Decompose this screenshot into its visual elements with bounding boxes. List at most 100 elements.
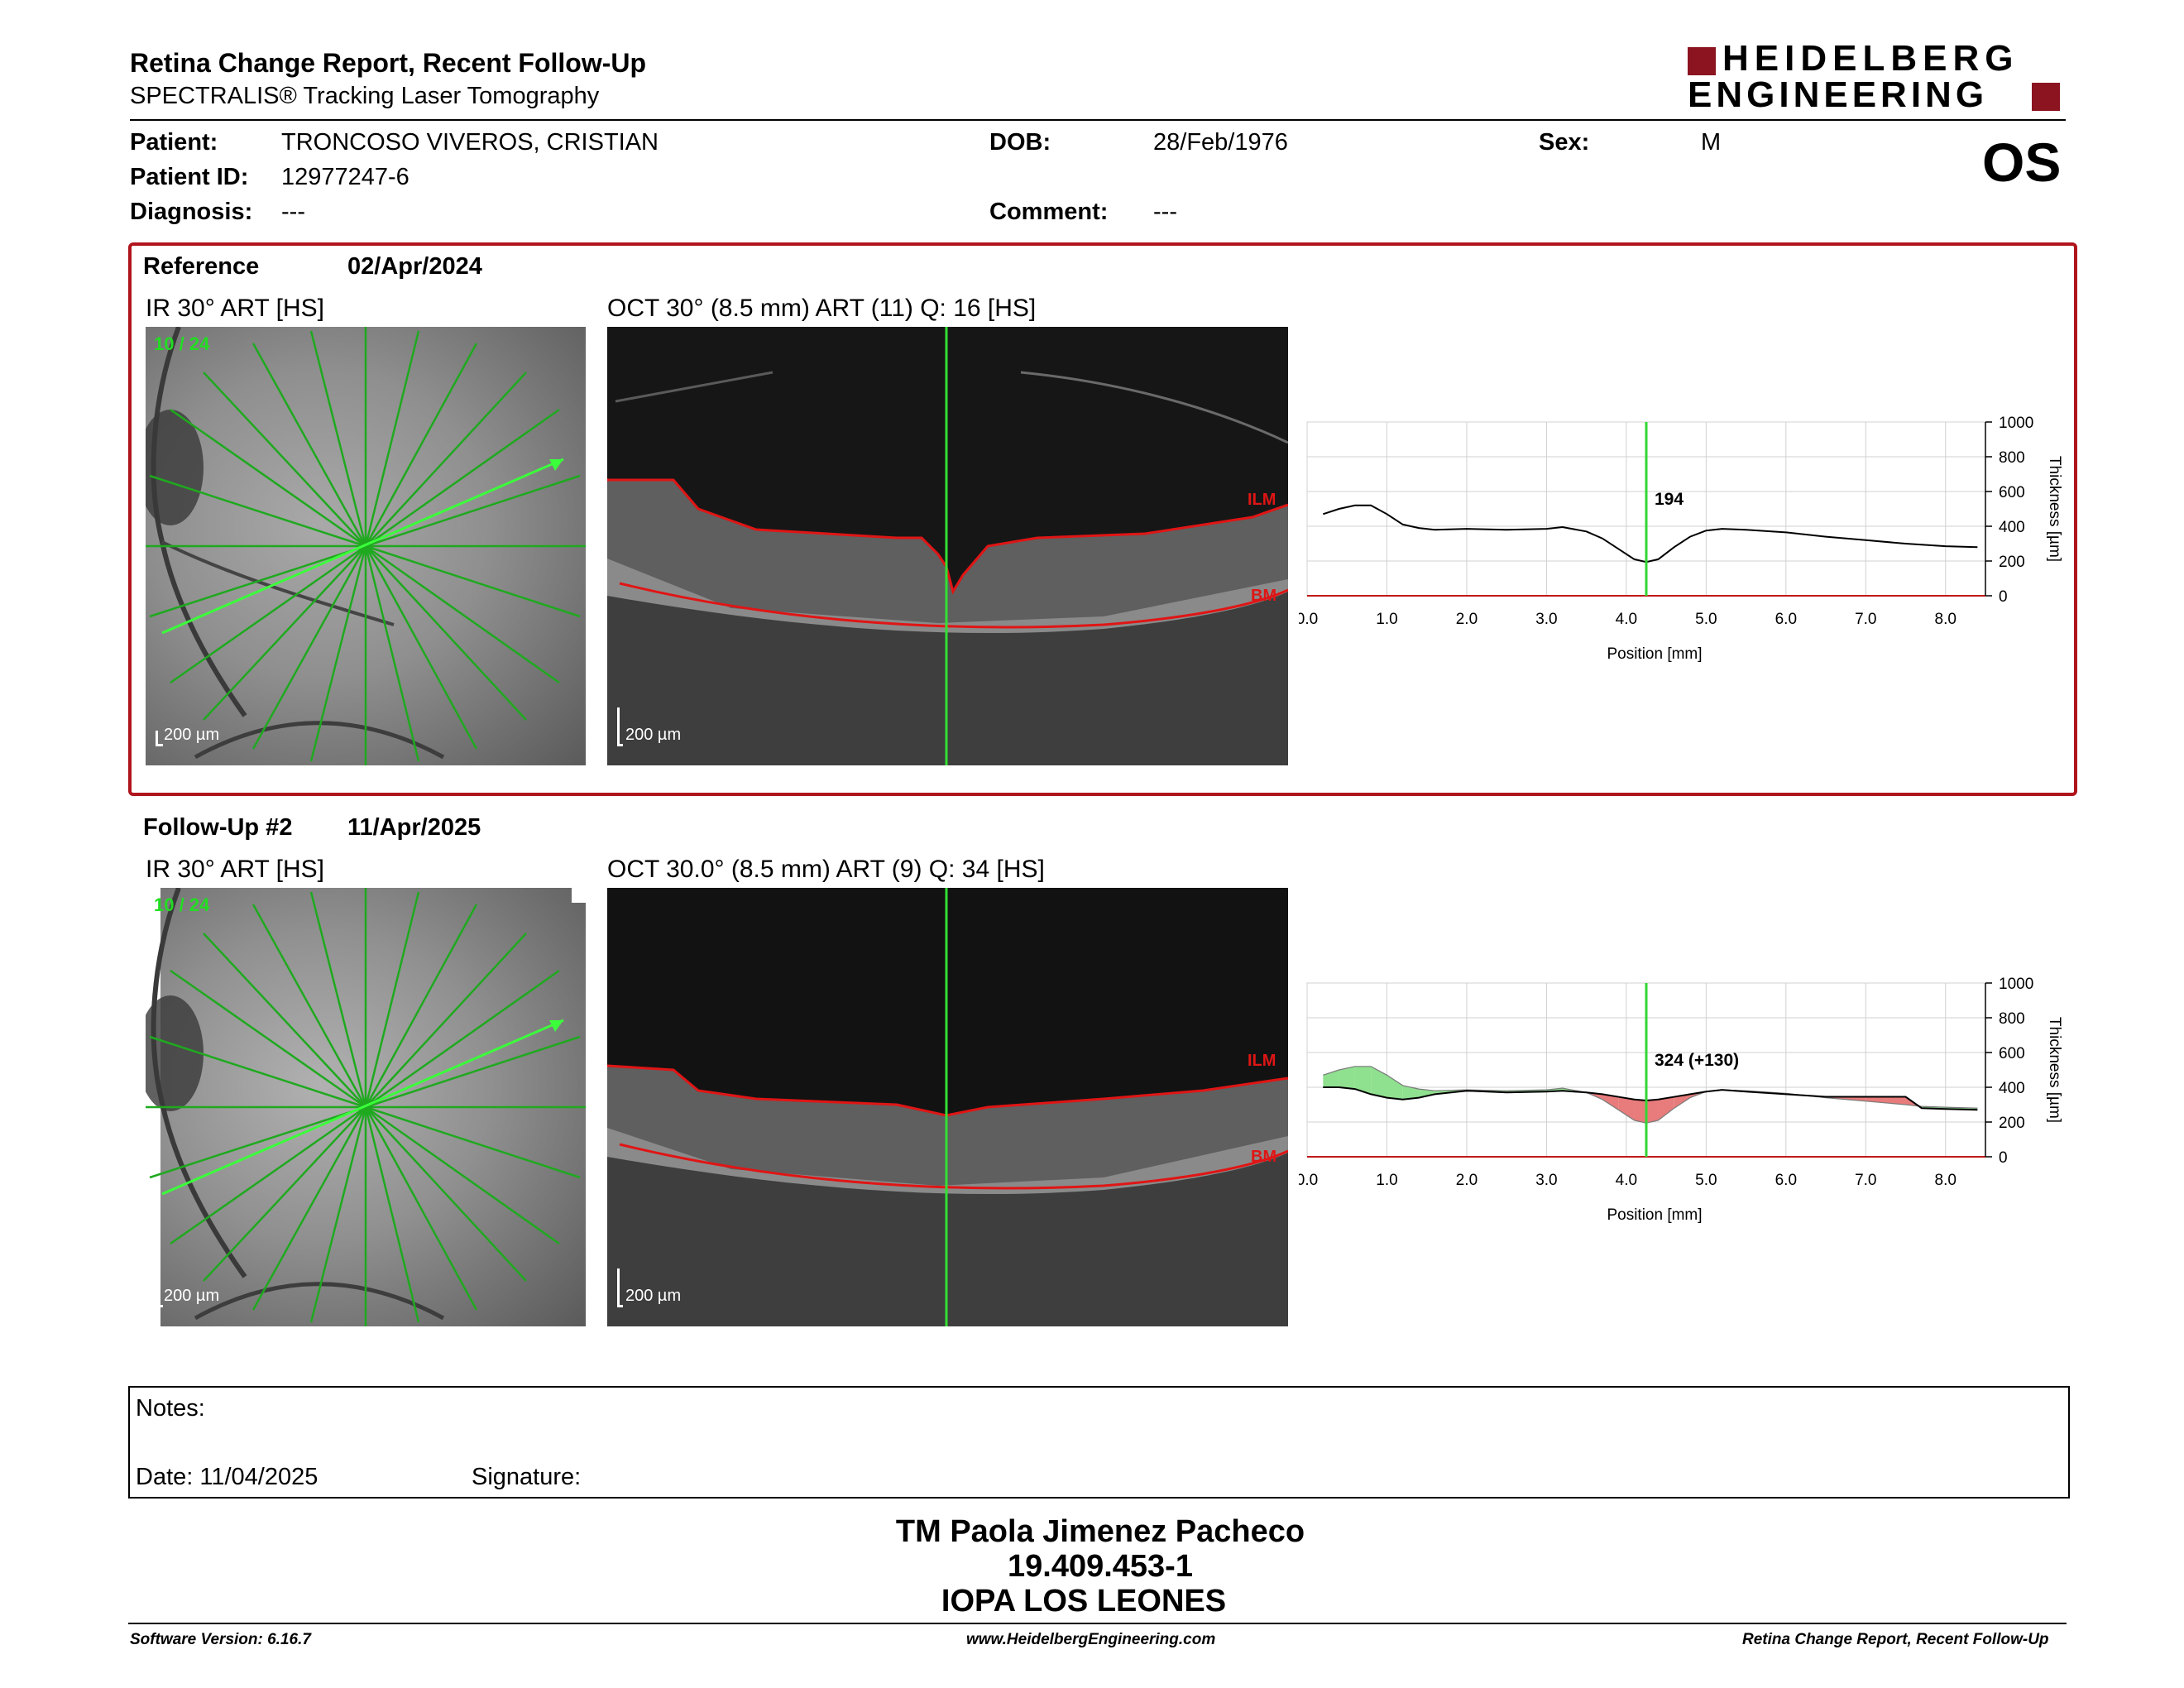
footer-report: Retina Change Report, Recent Follow-Up (1742, 1631, 2049, 1648)
chart0-xtick-6: 6.0 (1775, 611, 1797, 628)
chart1-diff-fill-2 (1354, 1066, 1372, 1095)
followup-ir-image: 10 / 24 200 µm (146, 888, 586, 1326)
followup-ir-caption: IR 30° ART [HS] (146, 856, 324, 883)
header-rule (130, 119, 2066, 121)
chart1-xtick-5: 5.0 (1695, 1172, 1717, 1189)
reference-label: Reference (143, 253, 260, 280)
chart1-xtick-0: 0.0 (1299, 1172, 1318, 1189)
chart1-xlabel: Position [mm] (1607, 1206, 1702, 1224)
chart0-xtick-7: 7.0 (1855, 611, 1876, 628)
chart0-ytick-5: 1000 (1999, 415, 2033, 432)
followup-oct-scale: 200 µm (625, 1287, 682, 1305)
chart0-xtick-5: 5.0 (1695, 611, 1717, 628)
patient-label: Patient: (130, 129, 218, 156)
eye-indicator: OS (1982, 132, 2062, 193)
chart1-diff-fill-1 (1339, 1066, 1355, 1090)
diagnosis-label: Diagnosis: (130, 199, 253, 225)
chart1-ytick-3: 600 (1999, 1045, 2025, 1062)
logo-square-top (1688, 47, 1716, 75)
chart1-diff-fill-14 (1618, 1096, 1635, 1120)
chart1-ytick-4: 800 (1999, 1010, 2025, 1028)
followup-oct-scale-mark (617, 1268, 623, 1307)
chart0-xtick-8: 8.0 (1935, 611, 1956, 628)
chart0-xtick-0: 0.0 (1299, 611, 1318, 628)
chart0-series-0 (1322, 504, 1978, 563)
chart1-diff-fill-15 (1634, 1099, 1646, 1124)
report-subtitle: SPECTRALIS® Tracking Laser Tomography (130, 83, 600, 109)
patient-value: TRONCOSO VIVEROS, CRISTIAN (281, 129, 659, 156)
chart0-ytick-3: 600 (1999, 484, 2025, 501)
chart1-diff-fill-18 (1674, 1094, 1691, 1109)
reference-panel (128, 242, 2077, 796)
followup-thickness-chart: 0.0 1.0 2.0 3.0 4.0 5.0 6.0 7.0 8.0 0 200 400 600 800… (1299, 976, 2063, 1224)
chart1-xtick-7: 7.0 (1855, 1172, 1876, 1189)
followup-bm-label: BM (1251, 1148, 1277, 1166)
chart0-ytick-0: 0 (1999, 588, 2008, 606)
chart1-diff-fill-13 (1602, 1094, 1619, 1110)
reference-bm-label: BM (1251, 587, 1277, 605)
chart0-ylabel: Thickness [µm] (2046, 456, 2063, 562)
patient-id-label: Patient ID: (130, 164, 249, 190)
reference-oct-scale-mark (617, 707, 623, 746)
chart1-xtick-4: 4.0 (1616, 1172, 1637, 1189)
sex-label: Sex: (1539, 129, 1590, 156)
chart0-xlabel: Position [mm] (1607, 645, 1702, 663)
chart0-ytick-2: 400 (1999, 519, 2025, 536)
reference-ir-overlay-svg (146, 327, 586, 765)
followup-ir-scale-mark (156, 1292, 163, 1307)
chart0-xtick-3: 3.0 (1535, 611, 1557, 628)
chart1-diff-fill-6 (1419, 1089, 1435, 1098)
reference-ir-image: 10 / 24 200 µm (146, 327, 586, 765)
signoff-name: TM Paola Jimenez Pacheco (895, 1514, 1305, 1549)
comment-value: --- (1153, 199, 1177, 225)
dob-label: DOB: (989, 129, 1051, 156)
chart1-diff-fill-5 (1402, 1085, 1420, 1100)
chart0-xtick-4: 4.0 (1616, 611, 1637, 628)
reference-ir-overlay-text: 10 / 24 (154, 333, 210, 354)
chart1-ylabel: Thickness [µm] (2046, 1017, 2063, 1123)
notes-label: Notes: (136, 1395, 205, 1422)
logo-square-bottom (2032, 83, 2060, 111)
reference-radial-scans (146, 327, 586, 765)
reference-oct-caption: OCT 30° (8.5 mm) ART (11) Q: 16 [HS] (607, 295, 1037, 322)
followup-ir-scale: 200 µm (164, 1287, 220, 1305)
signoff-rut: 19.409.453-1 (1008, 1549, 1193, 1584)
reference-oct-image: ILM BM 200 µm (607, 327, 1288, 765)
patient-id-value: 12977247-6 (281, 164, 410, 190)
chart1-diff-fill-3 (1371, 1066, 1387, 1098)
reference-oct-scale: 200 µm (625, 726, 682, 744)
signature-label: Signature: (472, 1464, 582, 1490)
footer-rule (128, 1623, 2067, 1624)
notes-date: Date: 11/04/2025 (136, 1464, 318, 1490)
followup-oct-image: ILM BM 200 µm (607, 888, 1288, 1326)
reference-ir-caption: IR 30° ART [HS] (146, 295, 324, 322)
chart0-xtick-2: 2.0 (1456, 611, 1478, 628)
chart1-ytick-2: 400 (1999, 1080, 2025, 1097)
logo-line-1: HEIDELBERG (1722, 38, 2019, 79)
chart1-ytick-5: 1000 (1999, 976, 2033, 993)
chart1-diff-fill-16 (1646, 1099, 1659, 1124)
chart1-xtick-3: 3.0 (1535, 1172, 1557, 1189)
dob-value: 28/Feb/1976 (1153, 129, 1288, 156)
chart1-diff-fill-25 (1866, 1096, 1906, 1105)
reference-oct-svg (607, 327, 1288, 765)
chart0-cursor-label: 194 (1655, 490, 1684, 509)
signoff-place: IOPA LOS LEONES (941, 1584, 1227, 1618)
diagnosis-value: --- (281, 199, 305, 225)
reference-ir-scale-mark (156, 731, 163, 746)
followup-date: 11/Apr/2025 (347, 814, 481, 841)
notes-box (128, 1386, 2070, 1499)
chart0-ytick-4: 800 (1999, 449, 2025, 467)
followup-ilm-label: ILM (1248, 1052, 1276, 1070)
sex-value: M (1701, 129, 1722, 156)
footer-software: Software Version: 6.16.7 (130, 1631, 311, 1648)
followup-ir-overlay-svg (146, 888, 586, 1326)
followup-ir-overlay-text: 10 / 24 (154, 894, 210, 915)
reference-ilm-label: ILM (1248, 491, 1276, 509)
chart1-xtick-2: 2.0 (1456, 1172, 1478, 1189)
comment-label: Comment: (989, 199, 1109, 225)
reference-ir-scale: 200 µm (164, 726, 220, 744)
chart1-xtick-8: 8.0 (1935, 1172, 1956, 1189)
followup-oct-svg (607, 888, 1288, 1326)
reference-date: 02/Apr/2024 (347, 253, 482, 280)
